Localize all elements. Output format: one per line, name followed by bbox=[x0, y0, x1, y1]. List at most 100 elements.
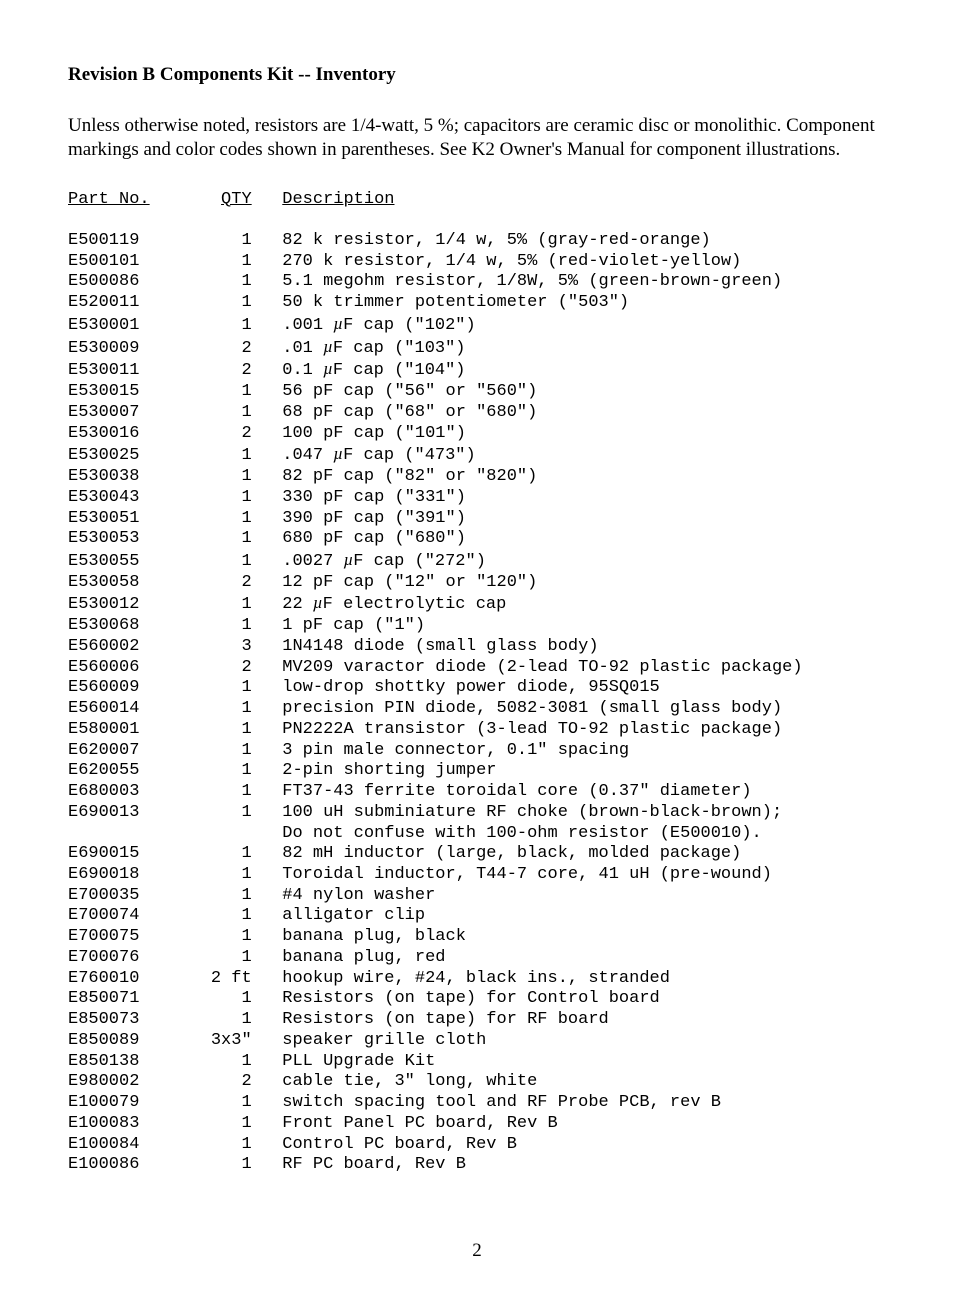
cell-desc: 5.1 megohm resistor, 1/8W, 5% (green-bro… bbox=[282, 272, 782, 291]
cell-part: E580001 bbox=[68, 720, 139, 739]
cell-desc: 3 pin male connector, 0.1" spacing bbox=[282, 741, 629, 760]
table-row: E530053 1 680 pF cap ("680") bbox=[68, 529, 886, 550]
cell-part: E690018 bbox=[68, 865, 139, 884]
table-row: E560014 1 precision PIN diode, 5082-3081… bbox=[68, 699, 886, 720]
cell-part: E850138 bbox=[68, 1052, 139, 1071]
table-row: E760010 2 ft hookup wire, #24, black ins… bbox=[68, 969, 886, 990]
cell-part: E500119 bbox=[68, 231, 139, 250]
cell-qty: 1 bbox=[241, 595, 251, 614]
cell-desc: 1 pF cap ("1") bbox=[282, 616, 425, 635]
table-row: E500101 1 270 k resistor, 1/4 w, 5% (red… bbox=[68, 252, 886, 273]
cell-desc: Front Panel PC board, Rev B bbox=[282, 1114, 557, 1133]
col-header-part: Part No. bbox=[68, 190, 150, 209]
cell-part: E620055 bbox=[68, 761, 139, 780]
cell-desc: banana plug, red bbox=[282, 948, 445, 967]
cell-desc: 56 pF cap ("56" or "560") bbox=[282, 382, 537, 401]
cell-part: E700076 bbox=[68, 948, 139, 967]
table-row: E100086 1 RF PC board, Rev B bbox=[68, 1155, 886, 1176]
cell-qty: 1 bbox=[241, 1052, 251, 1071]
cell-part: E530011 bbox=[68, 361, 139, 380]
page-title: Revision B Components Kit -- Inventory bbox=[68, 64, 886, 86]
cell-part: E530043 bbox=[68, 488, 139, 507]
cell-desc: 12 pF cap ("12" or "120") bbox=[282, 573, 537, 592]
cell-part: E850071 bbox=[68, 989, 139, 1008]
cell-part: E100084 bbox=[68, 1135, 139, 1154]
cell-part: E620007 bbox=[68, 741, 139, 760]
cell-part: E560014 bbox=[68, 699, 139, 718]
cell-part: E530009 bbox=[68, 339, 139, 358]
cell-desc: Resistors (on tape) for Control board bbox=[282, 989, 659, 1008]
cell-desc: 82 k resistor, 1/4 w, 5% (gray-red-orang… bbox=[282, 231, 710, 250]
table-row: E520011 1 50 k trimmer potentiometer ("5… bbox=[68, 293, 886, 314]
cell-qty: 1 bbox=[241, 529, 251, 548]
cell-qty: 1 bbox=[241, 1135, 251, 1154]
cell-part: E700074 bbox=[68, 906, 139, 925]
table-row: E700076 1 banana plug, red bbox=[68, 948, 886, 969]
cell-part: E530053 bbox=[68, 529, 139, 548]
cell-qty: 1 bbox=[241, 293, 251, 312]
cell-desc: precision PIN diode, 5082-3081 (small gl… bbox=[282, 699, 782, 718]
cell-desc: hookup wire, #24, black ins., stranded bbox=[282, 969, 670, 988]
cell-part: E690013 bbox=[68, 803, 139, 822]
table-row: E560002 3 1N4148 diode (small glass body… bbox=[68, 637, 886, 658]
cell-qty: 1 bbox=[241, 1093, 251, 1112]
table-row: E560006 2 MV209 varactor diode (2-lead T… bbox=[68, 658, 886, 679]
table-row: E530007 1 68 pF cap ("68" or "680") bbox=[68, 403, 886, 424]
table-row: E680003 1 FT37-43 ferrite toroidal core … bbox=[68, 782, 886, 803]
table-row: E530038 1 82 pF cap ("82" or "820") bbox=[68, 467, 886, 488]
cell-desc: Resistors (on tape) for RF board bbox=[282, 1010, 608, 1029]
cell-qty: 1 bbox=[241, 446, 251, 465]
cell-qty: 1 bbox=[241, 1155, 251, 1174]
cell-part: E530068 bbox=[68, 616, 139, 635]
cell-part: E560006 bbox=[68, 658, 139, 677]
cell-part: E850089 bbox=[68, 1031, 139, 1050]
table-row: E580001 1 PN2222A transistor (3-lead TO-… bbox=[68, 720, 886, 741]
cell-desc: .01 µF cap ("103") bbox=[282, 339, 465, 358]
cell-desc: Control PC board, Rev B bbox=[282, 1135, 517, 1154]
cell-part: E520011 bbox=[68, 293, 139, 312]
cell-qty: 1 bbox=[241, 488, 251, 507]
cell-qty: 1 bbox=[241, 403, 251, 422]
cell-qty: 1 bbox=[241, 741, 251, 760]
table-row: E700035 1 #4 nylon washer bbox=[68, 886, 886, 907]
cell-part: E100086 bbox=[68, 1155, 139, 1174]
cell-desc: banana plug, black bbox=[282, 927, 466, 946]
cell-part: E530015 bbox=[68, 382, 139, 401]
table-row: E620007 1 3 pin male connector, 0.1" spa… bbox=[68, 741, 886, 762]
cell-qty: 1 bbox=[241, 803, 251, 822]
cell-part: E530012 bbox=[68, 595, 139, 614]
cell-qty: 1 bbox=[241, 316, 251, 335]
table-row: E980002 2 cable tie, 3" long, white bbox=[68, 1072, 886, 1093]
cell-desc: PLL Upgrade Kit bbox=[282, 1052, 435, 1071]
table-row: E530051 1 390 pF cap ("391") bbox=[68, 509, 886, 530]
cell-desc: .047 µF cap ("473") bbox=[282, 446, 475, 465]
table-row-continuation: Do not confuse with 100-ohm resistor (E5… bbox=[68, 824, 886, 845]
table-row: E690015 1 82 mH inductor (large, black, … bbox=[68, 844, 886, 865]
cell-desc: 680 pF cap ("680") bbox=[282, 529, 466, 548]
table-row: E530058 2 12 pF cap ("12" or "120") bbox=[68, 573, 886, 594]
cell-part: E760010 bbox=[68, 969, 139, 988]
table-row: E530025 1 .047 µF cap ("473") bbox=[68, 444, 886, 467]
intro-paragraph: Unless otherwise noted, resistors are 1/… bbox=[68, 114, 886, 162]
cell-part: E700075 bbox=[68, 927, 139, 946]
cell-part: E530025 bbox=[68, 446, 139, 465]
cell-desc: FT37-43 ferrite toroidal core (0.37" dia… bbox=[282, 782, 751, 801]
cell-desc: RF PC board, Rev B bbox=[282, 1155, 466, 1174]
cell-qty: 1 bbox=[241, 782, 251, 801]
cell-qty: 1 bbox=[241, 865, 251, 884]
cell-qty: 1 bbox=[241, 616, 251, 635]
cell-part: E700035 bbox=[68, 886, 139, 905]
cell-part: E530016 bbox=[68, 424, 139, 443]
cell-part: E530058 bbox=[68, 573, 139, 592]
cell-desc: 82 pF cap ("82" or "820") bbox=[282, 467, 537, 486]
table-row: E690018 1 Toroidal inductor, T44-7 core,… bbox=[68, 865, 886, 886]
table-row: E530009 2 .01 µF cap ("103") bbox=[68, 337, 886, 360]
cell-desc: switch spacing tool and RF Probe PCB, re… bbox=[282, 1093, 721, 1112]
cell-desc: #4 nylon washer bbox=[282, 886, 435, 905]
cell-desc: low-drop shottky power diode, 95SQ015 bbox=[282, 678, 659, 697]
cell-qty: 2 ft bbox=[211, 969, 252, 988]
table-row: E500119 1 82 k resistor, 1/4 w, 5% (gray… bbox=[68, 231, 886, 252]
cell-qty: 2 bbox=[241, 1072, 251, 1091]
cell-part: E100079 bbox=[68, 1093, 139, 1112]
table-row: E530015 1 56 pF cap ("56" or "560") bbox=[68, 382, 886, 403]
